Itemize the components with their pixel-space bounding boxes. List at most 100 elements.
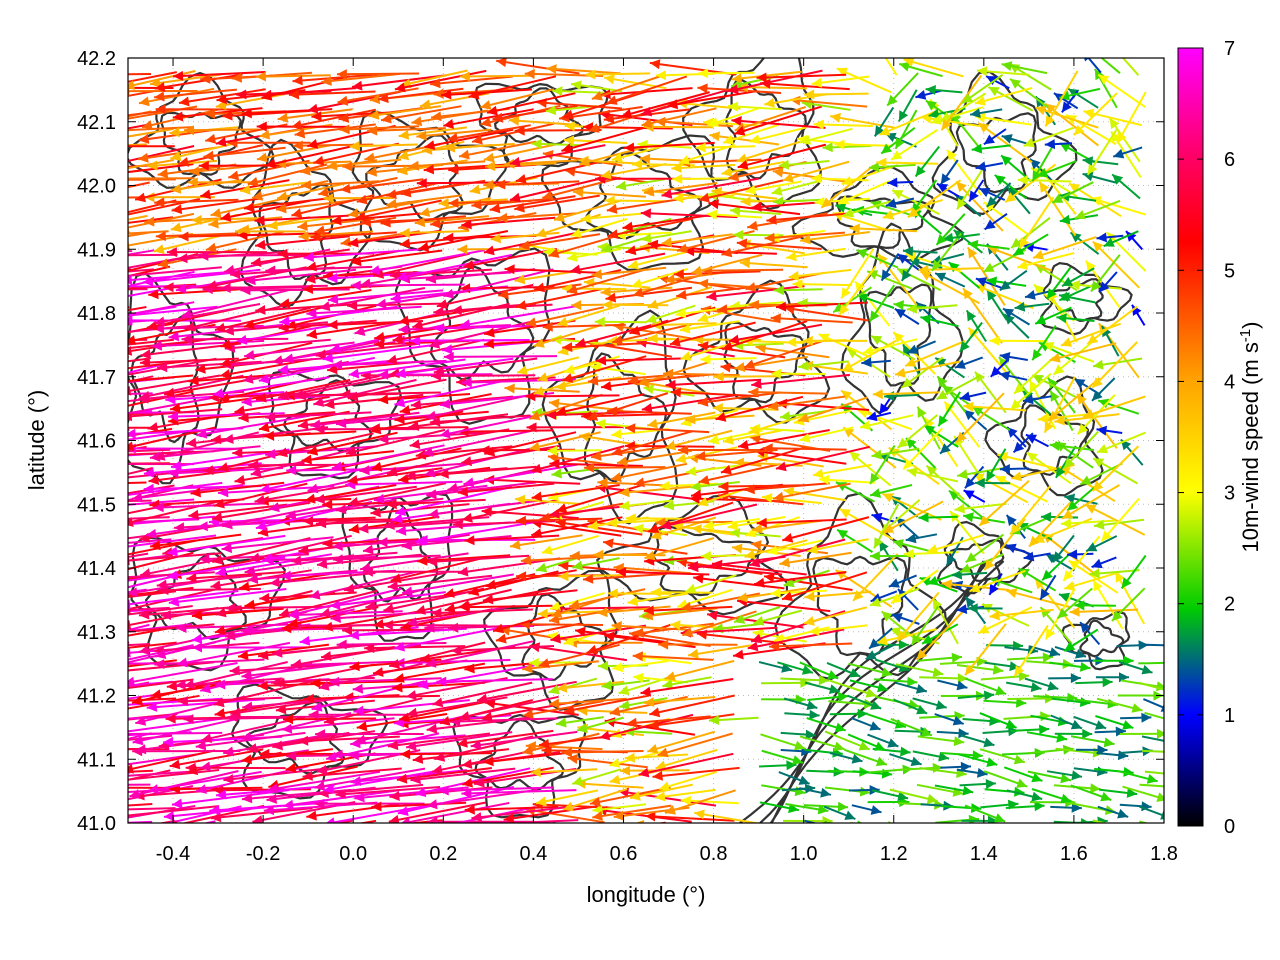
wind-vector-head [401,540,412,551]
wind-vector [989,608,1054,618]
wind-vector [128,322,133,326]
wind-vector [387,574,493,588]
wind-vector [128,732,152,740]
wind-vector-head [336,69,347,80]
wind-vector-head [548,248,560,258]
wind-vector [424,128,514,148]
wind-vector-head [619,700,630,710]
wind-vector-head [493,623,505,634]
wind-vector-head [135,192,146,203]
wind-vector-head [1016,778,1028,788]
wind-vector [586,392,669,421]
wind-vector [350,249,443,264]
wind-vector-head [439,428,451,439]
wind-vector-head [259,483,271,494]
wind-vector [882,500,944,534]
wind-vector [128,534,150,540]
wind-vector-head [238,412,249,423]
wind-vector [326,158,402,168]
wind-vector-head [555,406,567,417]
wind-vector-head [272,647,283,658]
wind-vector [128,266,222,277]
wind-vector-head [1070,232,1082,243]
wind-vector-head [138,96,150,107]
wind-vector-head [661,188,673,199]
wind-vector [293,374,397,398]
wind-vector [788,268,852,279]
wind-vector [1138,661,1164,665]
x-tick-label: 0.4 [519,843,547,865]
wind-vector-head [691,265,703,276]
wind-vector-head [1103,237,1115,247]
wind-vector-head [1045,828,1056,837]
wind-vector [884,58,898,76]
wind-vector-head [1156,728,1164,739]
wind-vector-head [346,446,357,457]
wind-vector-head [542,321,553,332]
wind-vector-head [593,549,604,560]
wind-vector-head [1070,673,1081,684]
wind-vector-head [844,810,856,820]
wind-vector-head [641,118,653,128]
wind-vector-head [1061,337,1073,347]
wind-vector [582,572,667,581]
wind-vector-head [957,673,968,684]
wind-vector [128,552,222,562]
wind-vector-head [647,299,659,309]
wind-vector [425,393,534,419]
wind-vector [240,288,350,292]
contour-line [267,369,402,480]
wind-vector-head [223,774,234,784]
wind-vector-head [74,718,84,728]
wind-vector-head [611,429,622,439]
wind-vector-head [236,334,248,345]
wind-vector [128,249,155,256]
wind-vector [640,678,734,695]
wind-vector-head [786,760,797,771]
wind-vector-head [137,835,148,845]
wind-vector-head [681,602,692,612]
wind-vector-head [509,192,521,203]
wind-vector-head [168,411,179,422]
wind-vector [654,788,716,799]
wind-vector [657,732,733,757]
wind-vector-head [485,579,497,590]
wind-vector [410,767,516,782]
wind-vector-head [457,566,469,577]
wind-vector-head [528,657,539,668]
wind-vector-head [563,636,575,646]
wind-vector-head [592,811,603,821]
wind-vector-head [431,607,442,618]
wind-vector-head [259,748,270,759]
wind-vector-head [780,411,791,421]
wind-vector [697,343,786,359]
wind-vector [522,700,604,717]
wind-vector-head [1075,649,1087,659]
wind-vector [786,247,846,259]
wind-vector-head [27,282,38,292]
wind-vector-head [483,338,495,349]
wind-vector-head [641,403,653,413]
wind-vector-head [905,252,917,262]
wind-vector-head [85,801,96,811]
wind-vector-head [128,385,132,396]
wind-vector [128,606,170,611]
wind-vector-head [1045,628,1056,640]
wind-vector-head [42,263,53,273]
wind-vector-head [632,651,643,662]
wind-vector-head [858,741,870,751]
wind-vector [648,713,735,728]
wind-vector-head [461,219,472,230]
wind-vector [18,666,127,669]
wind-vector-head [127,826,138,836]
wind-vector-head [31,599,42,609]
wind-vector-head [278,364,289,375]
wind-vector-head [841,287,851,299]
wind-vector [673,270,761,276]
wind-vector-head [619,487,630,498]
wind-vector [128,448,171,453]
wind-vector-head [736,153,748,164]
wind-vector-head [179,96,190,107]
wind-vector [529,644,628,662]
wind-vector-head [877,253,888,265]
